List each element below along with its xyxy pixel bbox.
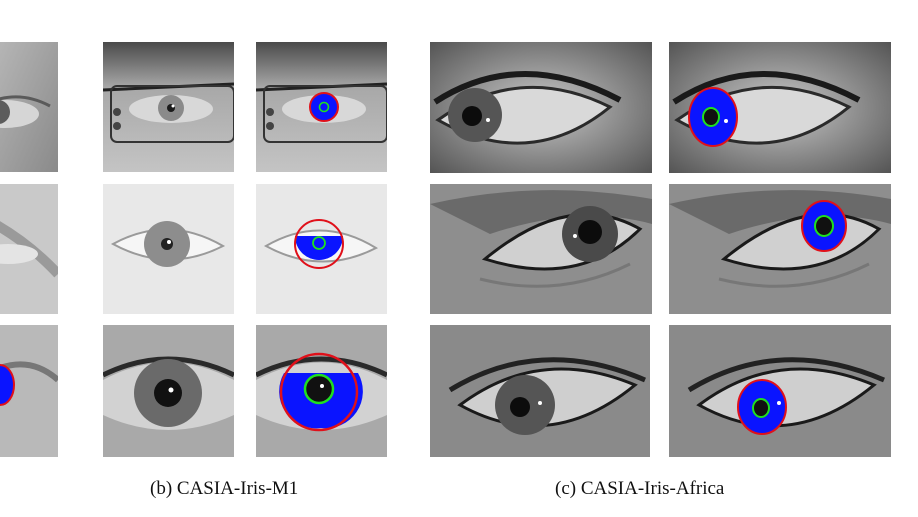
panel-a-row2-original <box>0 184 58 314</box>
panel-b-row3-segmented <box>256 325 387 457</box>
panel-b-row1-original <box>103 42 234 172</box>
panel-c-row3-original <box>430 325 650 457</box>
panel-b-row3-original <box>103 325 234 457</box>
panel-a-row3-segmented <box>0 325 58 457</box>
caption-casia-iris-africa: (c) CASIA-Iris-Africa <box>555 478 725 499</box>
caption-casia-iris-m1: (b) CASIA-Iris-M1 <box>150 478 299 499</box>
panel-b-row1-segmented <box>256 42 387 172</box>
panel-c-row1-segmented <box>669 42 891 173</box>
panel-b-row2-segmented <box>256 184 387 314</box>
panel-c-row2-segmented <box>669 184 891 314</box>
panel-c-row3-segmented <box>669 325 891 457</box>
panel-b-row2-original <box>103 184 234 314</box>
panel-c-row2-original <box>430 184 652 314</box>
panel-c-row1-original <box>430 42 652 173</box>
panel-a-row1-original <box>0 42 58 172</box>
